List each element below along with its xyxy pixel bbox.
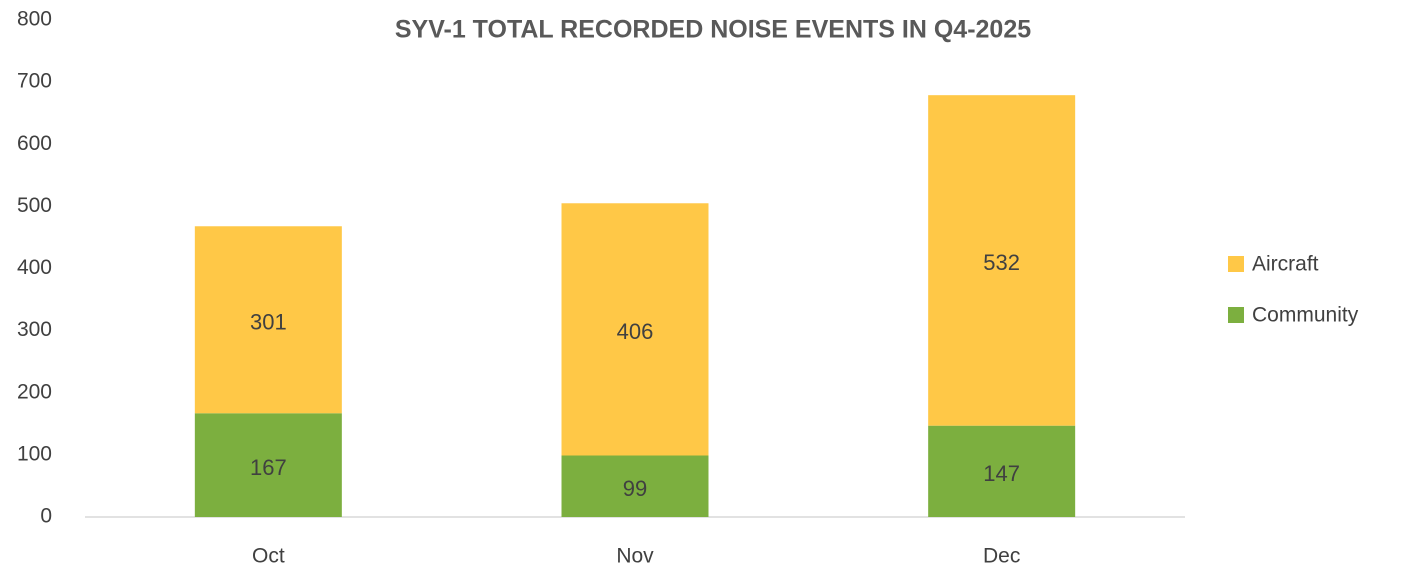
x-tick-label: Nov (616, 545, 654, 568)
y-tick-label: 600 (17, 132, 52, 155)
y-tick-label: 100 (17, 442, 52, 465)
data-label: 301 (250, 310, 287, 335)
x-tick-label: Oct (252, 545, 285, 568)
y-tick-label: 200 (17, 380, 52, 403)
data-label: 147 (983, 461, 1020, 486)
y-tick-label: 400 (17, 256, 52, 279)
y-tick-label: 800 (17, 8, 52, 31)
y-tick-label: 0 (40, 505, 52, 528)
bar-segment (561, 203, 709, 456)
y-tick-label: 500 (17, 194, 52, 217)
chart-title: SYV-1 TOTAL RECORDED NOISE EVENTS IN Q4-… (395, 16, 1031, 44)
bar-segment (928, 95, 1076, 426)
legend-swatch (1228, 307, 1244, 323)
legend-label: Aircraft (1252, 253, 1319, 276)
x-tick-label: Dec (983, 545, 1020, 568)
data-label: 406 (617, 319, 654, 344)
bar-segment (928, 425, 1076, 517)
data-label: 99 (623, 476, 647, 501)
data-label: 167 (250, 455, 287, 480)
bar-segment (561, 455, 709, 517)
legend-label: Community (1252, 304, 1359, 327)
legend-swatch (1228, 256, 1244, 272)
y-tick-label: 300 (17, 318, 52, 341)
data-label: 532 (983, 250, 1020, 275)
y-tick-label: 700 (17, 70, 52, 93)
bar-segment (194, 226, 342, 414)
bar-segment (194, 413, 342, 517)
